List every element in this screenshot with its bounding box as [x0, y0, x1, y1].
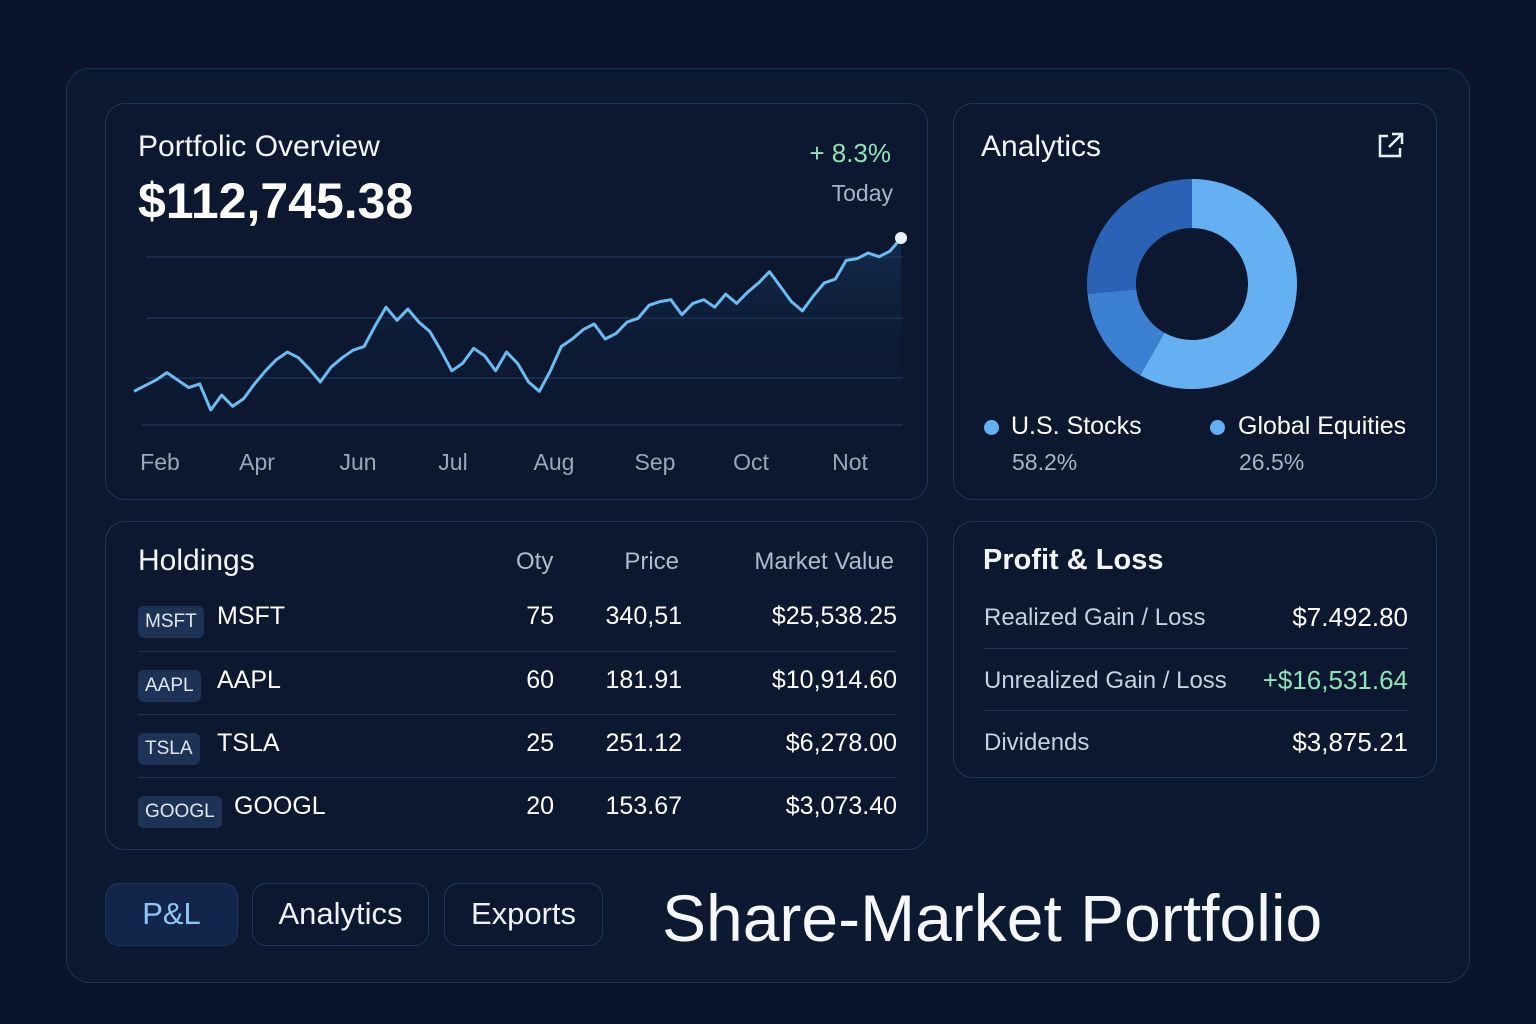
holding-symbol: AAPL [217, 666, 281, 694]
holding-market-value: $3,073.40 [785, 792, 897, 820]
holding-row[interactable]: MSFT MSFT 75 340,51 $25,538.25 [138, 588, 897, 651]
pl-row: Realized Gain / Loss $7.492.80 [984, 586, 1408, 648]
latest-point [895, 232, 907, 244]
x-tick-label: Jun [339, 449, 377, 475]
analytics-card: Analytics U.S. Stocks 58.2% Global Equit… [953, 103, 1437, 500]
holding-market-value: $6,278.00 [785, 729, 897, 757]
period-label: Today [831, 180, 893, 206]
legend-us-stocks: U.S. Stocks 58.2% [984, 412, 1142, 476]
pl-title: Profit & Loss [983, 544, 1164, 576]
holding-row[interactable]: TSLA TSLA 25 251.12 $6,278.00 [138, 714, 897, 777]
holding-symbol: TSLA [217, 729, 280, 757]
holding-market-value: $25,538.25 [771, 602, 897, 630]
line-chart [133, 232, 907, 426]
donut-slice [1087, 289, 1165, 376]
x-tick-label: Sep [634, 449, 676, 475]
external-link-icon[interactable] [1376, 130, 1406, 160]
pl-label: Dividends [984, 729, 1090, 756]
legend-label: Global Equities [1238, 412, 1407, 440]
profit-loss-card: Profit & Loss Realized Gain / Loss $7.49… [953, 521, 1437, 778]
holding-price: 251.12 [605, 729, 682, 757]
legend-dot [984, 420, 999, 435]
pl-value: $3,875.21 [1292, 727, 1408, 757]
legend-value: 58.2% [1012, 449, 1078, 475]
x-tick-label: Apr [239, 449, 275, 475]
x-tick-label: Jul [438, 449, 468, 475]
analytics-title: Analytics [981, 130, 1102, 163]
x-tick-label: Aug [533, 449, 575, 475]
holding-qty: 75 [526, 602, 554, 630]
tab-pl[interactable]: P&L [105, 883, 238, 946]
ticker-badge: TSLA [138, 733, 200, 765]
page-title: Share-Market Portfolio [662, 881, 1323, 955]
donut-slice-u-s-stocks [1140, 179, 1297, 389]
legend-label: U.S. Stocks [1011, 412, 1142, 440]
legend-dot [1210, 420, 1225, 435]
donut-slice-global-equities [1087, 179, 1192, 294]
holding-price: 340,51 [605, 602, 682, 630]
pl-value: $7.492.80 [1292, 602, 1408, 632]
pl-value: +$16,531.64 [1262, 665, 1408, 695]
holdings-card: Holdings Oty Price Market Value MSFT MSF… [105, 521, 928, 850]
donut-chart [1087, 179, 1297, 389]
pl-label: Realized Gain / Loss [984, 604, 1206, 631]
portfolio-overview-card: Portfolic Overview $112,745.38 + 8.3% To… [105, 103, 928, 500]
tab-analytics[interactable]: Analytics [252, 883, 429, 946]
holding-symbol: MSFT [217, 602, 286, 630]
holding-row[interactable]: GOOGL GOOGL 20 153.67 $3,073.40 [138, 777, 897, 840]
holding-price: 153.67 [605, 792, 682, 820]
ticker-badge: GOOGL [138, 796, 222, 828]
x-tick-label: Oct [733, 449, 769, 475]
legend-value: 26.5% [1239, 449, 1305, 475]
holdings-title: Holdings [138, 544, 255, 577]
legend-global-equities: Global Equities 26.5% [1210, 412, 1406, 476]
pl-row: Dividends $3,875.21 [984, 710, 1408, 772]
x-tick-label: Not [832, 449, 868, 475]
tab-exports[interactable]: Exports [444, 883, 603, 946]
change-percent: + 8.3% [809, 138, 891, 168]
holding-symbol: GOOGL [234, 792, 326, 820]
ticker-badge: MSFT [138, 606, 204, 638]
holding-qty: 60 [526, 666, 554, 694]
line-area [134, 238, 901, 425]
column-price: Price [624, 548, 679, 575]
holding-market-value: $10,914.60 [771, 666, 897, 694]
pl-row: Unrealized Gain / Loss +$16,531.64 [984, 648, 1408, 710]
x-tick-label: Feb [140, 449, 180, 475]
column-qty: Oty [516, 548, 554, 575]
holding-qty: 25 [526, 729, 554, 757]
line-series [133, 237, 903, 412]
overview-title: Portfolic Overview [138, 130, 380, 163]
pl-label: Unrealized Gain / Loss [984, 667, 1227, 694]
holding-price: 181.91 [605, 666, 682, 694]
holding-row[interactable]: AAPL AAPL 60 181.91 $10,914.60 [138, 651, 897, 714]
ticker-badge: AAPL [138, 670, 201, 702]
holding-qty: 20 [526, 792, 554, 820]
portfolio-value: $112,745.38 [138, 173, 414, 229]
column-market-value: Market Value [754, 548, 894, 575]
